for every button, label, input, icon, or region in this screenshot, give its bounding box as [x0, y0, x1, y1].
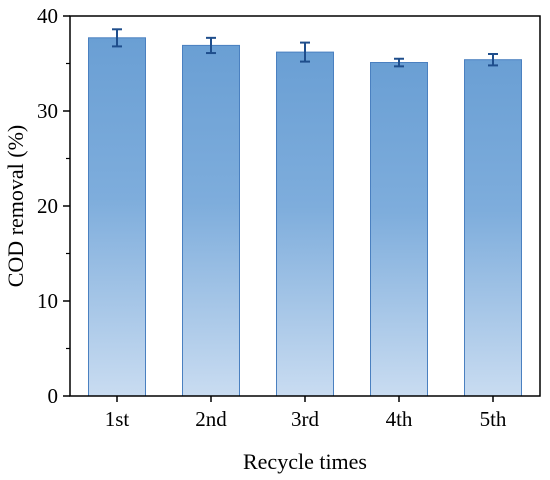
bar-2 [182, 44, 240, 397]
bar-5 [464, 59, 522, 397]
x-tick-label-1: 1st [105, 407, 130, 431]
y-tick-label-40: 40 [37, 4, 58, 28]
x-tick-label-5: 5th [480, 407, 507, 431]
error-bar-2 [206, 36, 216, 55]
error-bar-3 [300, 41, 310, 63]
error-bar-5 [488, 53, 498, 67]
bar-4 [370, 62, 428, 397]
y-axis: 0 10 20 30 40 [37, 4, 70, 408]
bars-group [88, 37, 522, 397]
x-tick-label-4: 4th [386, 407, 413, 431]
y-tick-label-10: 10 [37, 289, 58, 313]
x-axis-title: Recycle times [243, 449, 367, 474]
y-axis-title: COD removal (%) [3, 125, 28, 288]
error-bar-1 [112, 28, 122, 48]
y-tick-label-0: 0 [48, 384, 59, 408]
bar-3 [276, 51, 334, 397]
x-axis: 1st 2nd 3rd 4th 5th [105, 396, 507, 431]
y-tick-label-20: 20 [37, 194, 58, 218]
x-tick-label-3: 3rd [291, 407, 319, 431]
error-bar-4 [394, 57, 404, 68]
error-bars-group [112, 28, 498, 68]
y-tick-label-30: 30 [37, 99, 58, 123]
x-tick-label-2: 2nd [195, 407, 227, 431]
bar-1 [88, 37, 146, 397]
